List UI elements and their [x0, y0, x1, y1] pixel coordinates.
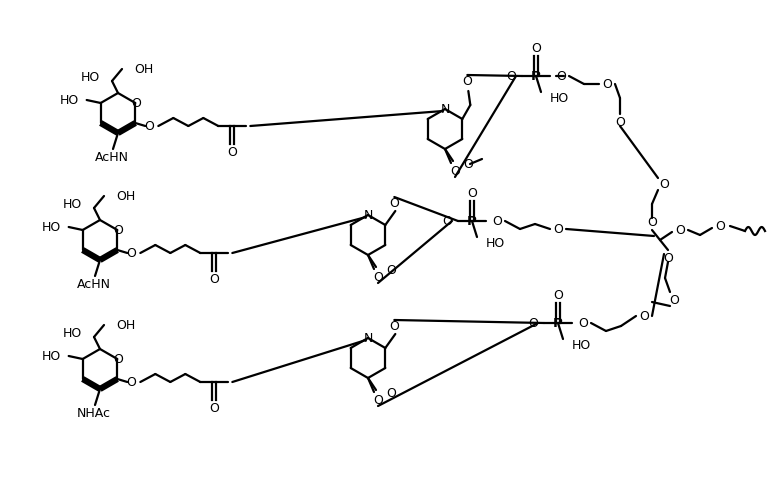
Text: N: N [364, 332, 373, 345]
Text: O: O [492, 215, 502, 228]
Text: O: O [506, 70, 516, 83]
Text: O: O [647, 216, 657, 229]
Text: O: O [373, 271, 383, 284]
Text: P: P [553, 317, 563, 330]
Text: O: O [663, 252, 673, 265]
Text: O: O [228, 146, 237, 159]
Text: NHAc: NHAc [77, 407, 111, 420]
Text: O: O [113, 353, 124, 366]
Text: O: O [209, 402, 219, 415]
Text: O: O [450, 165, 460, 178]
Text: O: O [113, 224, 124, 237]
Text: O: O [442, 215, 452, 228]
Text: HO: HO [486, 237, 505, 250]
Text: O: O [715, 220, 725, 233]
Text: HO: HO [63, 327, 82, 340]
Text: O: O [131, 97, 141, 110]
Text: O: O [127, 376, 136, 389]
Text: O: O [556, 70, 566, 83]
Text: O: O [553, 289, 563, 302]
Text: OH: OH [116, 190, 135, 203]
Text: P: P [531, 70, 541, 83]
Text: O: O [615, 116, 625, 129]
Text: O: O [463, 158, 473, 171]
Text: O: O [578, 317, 588, 330]
Text: HO: HO [550, 92, 570, 105]
Text: P: P [467, 215, 477, 228]
Text: HO: HO [572, 339, 591, 352]
Text: O: O [145, 120, 155, 133]
Text: O: O [528, 317, 538, 330]
Text: O: O [553, 223, 563, 236]
Text: O: O [462, 75, 472, 88]
Text: HO: HO [41, 221, 61, 234]
Text: O: O [675, 224, 685, 237]
Text: O: O [373, 394, 383, 407]
Text: N: N [364, 209, 373, 222]
Text: O: O [659, 178, 669, 191]
Text: HO: HO [59, 94, 78, 107]
Text: O: O [389, 320, 399, 333]
Text: O: O [602, 79, 612, 91]
Text: OH: OH [134, 63, 153, 76]
Text: O: O [386, 386, 395, 400]
Text: HO: HO [41, 350, 61, 363]
Text: N: N [441, 103, 450, 116]
Text: O: O [389, 197, 399, 210]
Text: O: O [386, 264, 395, 277]
Text: HO: HO [81, 71, 100, 84]
Text: O: O [531, 42, 541, 55]
Text: OH: OH [116, 319, 135, 332]
Text: O: O [669, 294, 679, 307]
Text: AcHN: AcHN [77, 278, 111, 291]
Text: O: O [639, 310, 649, 323]
Text: HO: HO [63, 198, 82, 211]
Text: O: O [127, 247, 136, 260]
Text: O: O [209, 273, 219, 286]
Text: AcHN: AcHN [95, 151, 129, 164]
Text: O: O [467, 187, 477, 200]
